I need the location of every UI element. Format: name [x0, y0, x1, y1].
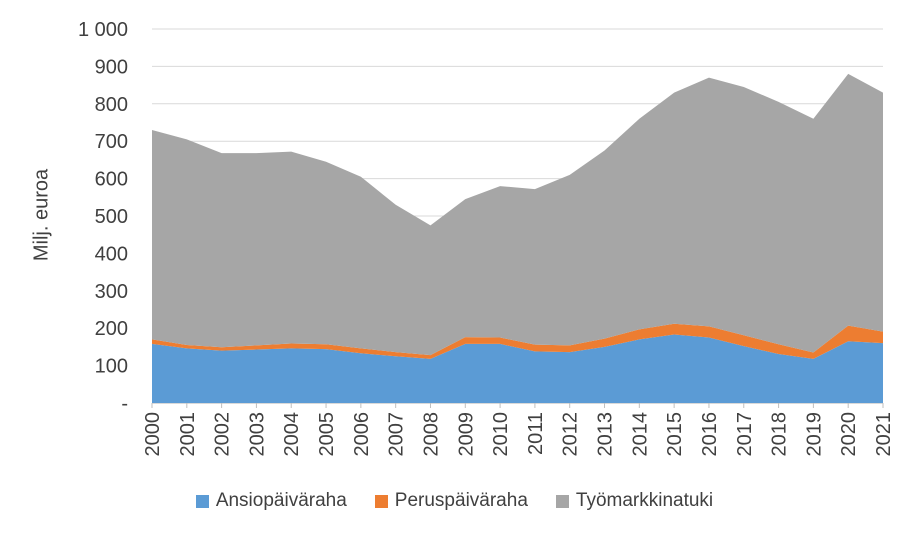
y-tick-label-600: 600 [95, 169, 128, 191]
area-peruspaivaraha [152, 323, 883, 359]
area-ansiopaivaraha [152, 334, 883, 403]
x-tick-label-2019: 2019 [803, 412, 825, 457]
y-tick-label-1000: 1 000 [78, 19, 128, 41]
legend-swatch-blue-icon [195, 494, 209, 508]
x-tick-label-2016: 2016 [699, 412, 721, 457]
legend-label-tyomarkkinatuki: Työmarkkinatuki [575, 490, 714, 511]
y-tick-label-100: 100 [95, 356, 128, 378]
x-tick-label-2003: 2003 [246, 412, 268, 457]
x-tick-label-2008: 2008 [420, 412, 442, 457]
x-tick-label-2010: 2010 [490, 412, 512, 457]
y-tick-label-700: 700 [95, 131, 128, 153]
x-tick-label-2002: 2002 [212, 412, 234, 457]
y-axis-labels: - 100 200 300 400 500 600 700 800 900 1 000 [78, 19, 128, 415]
legend-swatch-orange-icon [374, 494, 388, 508]
x-tick-label-2013: 2013 [595, 412, 617, 457]
x-axis-ticks [151, 403, 884, 408]
x-tick-label-2017: 2017 [734, 412, 756, 457]
x-tick-label-2007: 2007 [386, 412, 408, 457]
legend-label-ansiopaivaraha: Ansiopäiväraha [215, 490, 347, 511]
x-tick-label-2009: 2009 [455, 412, 477, 457]
x-tick-label-2018: 2018 [769, 412, 791, 457]
y-tick-label-500: 500 [95, 206, 128, 228]
x-tick-label-2014: 2014 [629, 412, 651, 457]
x-tick-label-2012: 2012 [560, 412, 582, 457]
y-tick-label-900: 900 [95, 56, 128, 78]
x-tick-label-2005: 2005 [316, 412, 338, 457]
legend-label-peruspaivaraha: Peruspäiväraha [394, 490, 528, 511]
x-tick-label-2001: 2001 [177, 412, 199, 457]
x-tick-label-2011: 2011 [525, 412, 547, 455]
area-tyomarkkinatuki [152, 73, 883, 356]
x-tick-label-2004: 2004 [281, 412, 303, 457]
areas [152, 73, 883, 403]
x-tick-label-2020: 2020 [838, 412, 860, 457]
y-tick-label-400: 400 [95, 243, 128, 265]
y-tick-label-300: 300 [95, 281, 128, 303]
y-tick-label-0: - [121, 393, 128, 415]
legend-swatch-gray-icon [555, 494, 569, 508]
x-tick-label-2006: 2006 [351, 412, 373, 457]
x-tick-label-2015: 2015 [664, 412, 686, 457]
legend-item-peruspaivaraha: Peruspäiväraha [374, 490, 528, 512]
x-axis-labels: 2000 2001 2002 2003 2004 2005 2006 2007 2008 2009… [142, 412, 895, 457]
y-tick-label-200: 200 [95, 318, 128, 340]
legend: Ansiopäiväraha Peruspäiväraha Työmarkkin… [0, 490, 909, 512]
legend-item-tyomarkkinatuki: Työmarkkinatuki [555, 490, 714, 512]
legend-item-ansiopaivaraha: Ansiopäiväraha [195, 490, 347, 512]
y-tick-label-800: 800 [95, 94, 128, 116]
x-tick-label-2021: 2021 [873, 412, 895, 457]
x-tick-label-2000: 2000 [142, 412, 164, 457]
